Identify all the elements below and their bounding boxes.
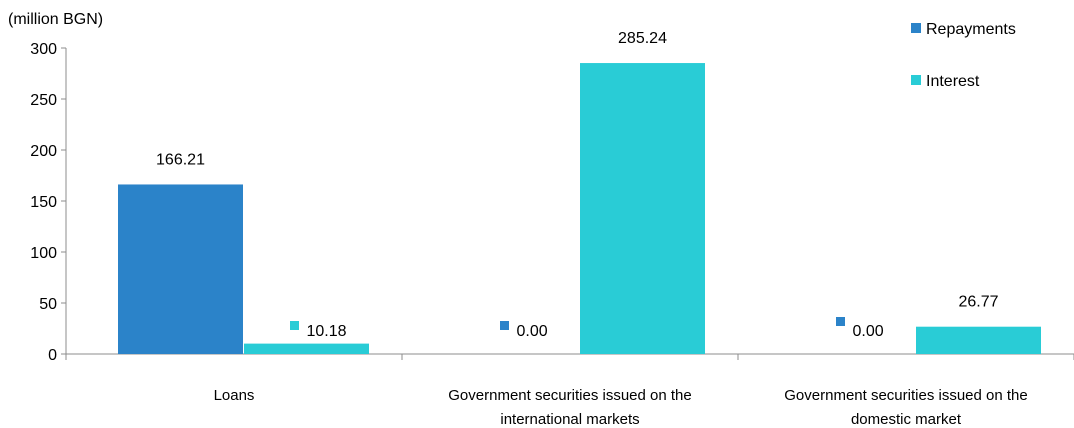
y-tick-label: 0	[48, 347, 57, 364]
data-label: 0.00	[853, 323, 884, 340]
data-label-marker	[836, 317, 845, 326]
category-label: Loans	[214, 387, 255, 404]
legend-swatch	[911, 75, 921, 85]
category-label-line: international markets	[500, 411, 639, 428]
y-tick-label: 50	[39, 296, 57, 313]
category-label: Government securities issued on the domes…	[784, 387, 1027, 428]
y-tick-label: 300	[30, 41, 57, 58]
bar-interest	[580, 63, 705, 354]
data-label: 10.18	[307, 323, 347, 340]
y-tick-label: 200	[30, 143, 57, 160]
unit-label: (million BGN)	[8, 11, 103, 28]
data-labels: 166.21 10.18 0.00 285.24 0.00 26.77	[156, 30, 999, 340]
data-label: 26.77	[958, 294, 998, 311]
data-label: 0.00	[517, 323, 548, 340]
bar-interest	[916, 326, 1041, 354]
category-label-line: Government securities issued on the	[784, 387, 1027, 404]
category-label-line: Loans	[214, 387, 255, 404]
y-tick-label: 250	[30, 92, 57, 109]
data-label: 285.24	[618, 30, 667, 47]
data-label: 166.21	[156, 151, 205, 168]
legend-swatch	[911, 23, 921, 33]
data-label-marker	[290, 321, 299, 330]
data-label-marker	[500, 321, 509, 330]
legend-label: Interest	[926, 73, 980, 90]
y-axis-ticks: 0 50 100 150 200 250 300	[30, 41, 66, 364]
y-tick-label: 150	[30, 194, 57, 211]
bar-interest	[244, 343, 369, 354]
legend: Repayments Interest	[911, 21, 1016, 90]
category-label: Government securities issued on the inter…	[448, 387, 691, 428]
y-tick-label: 100	[30, 245, 57, 262]
category-label-line: Government securities issued on the	[448, 387, 691, 404]
legend-label: Repayments	[926, 21, 1016, 38]
bars	[118, 63, 1041, 354]
category-label-line: domestic market	[851, 411, 962, 428]
bar-repayments	[118, 184, 243, 354]
category-labels: Loans Government securities issued on the…	[214, 387, 1028, 428]
x-axis-ticks	[65, 354, 1074, 360]
